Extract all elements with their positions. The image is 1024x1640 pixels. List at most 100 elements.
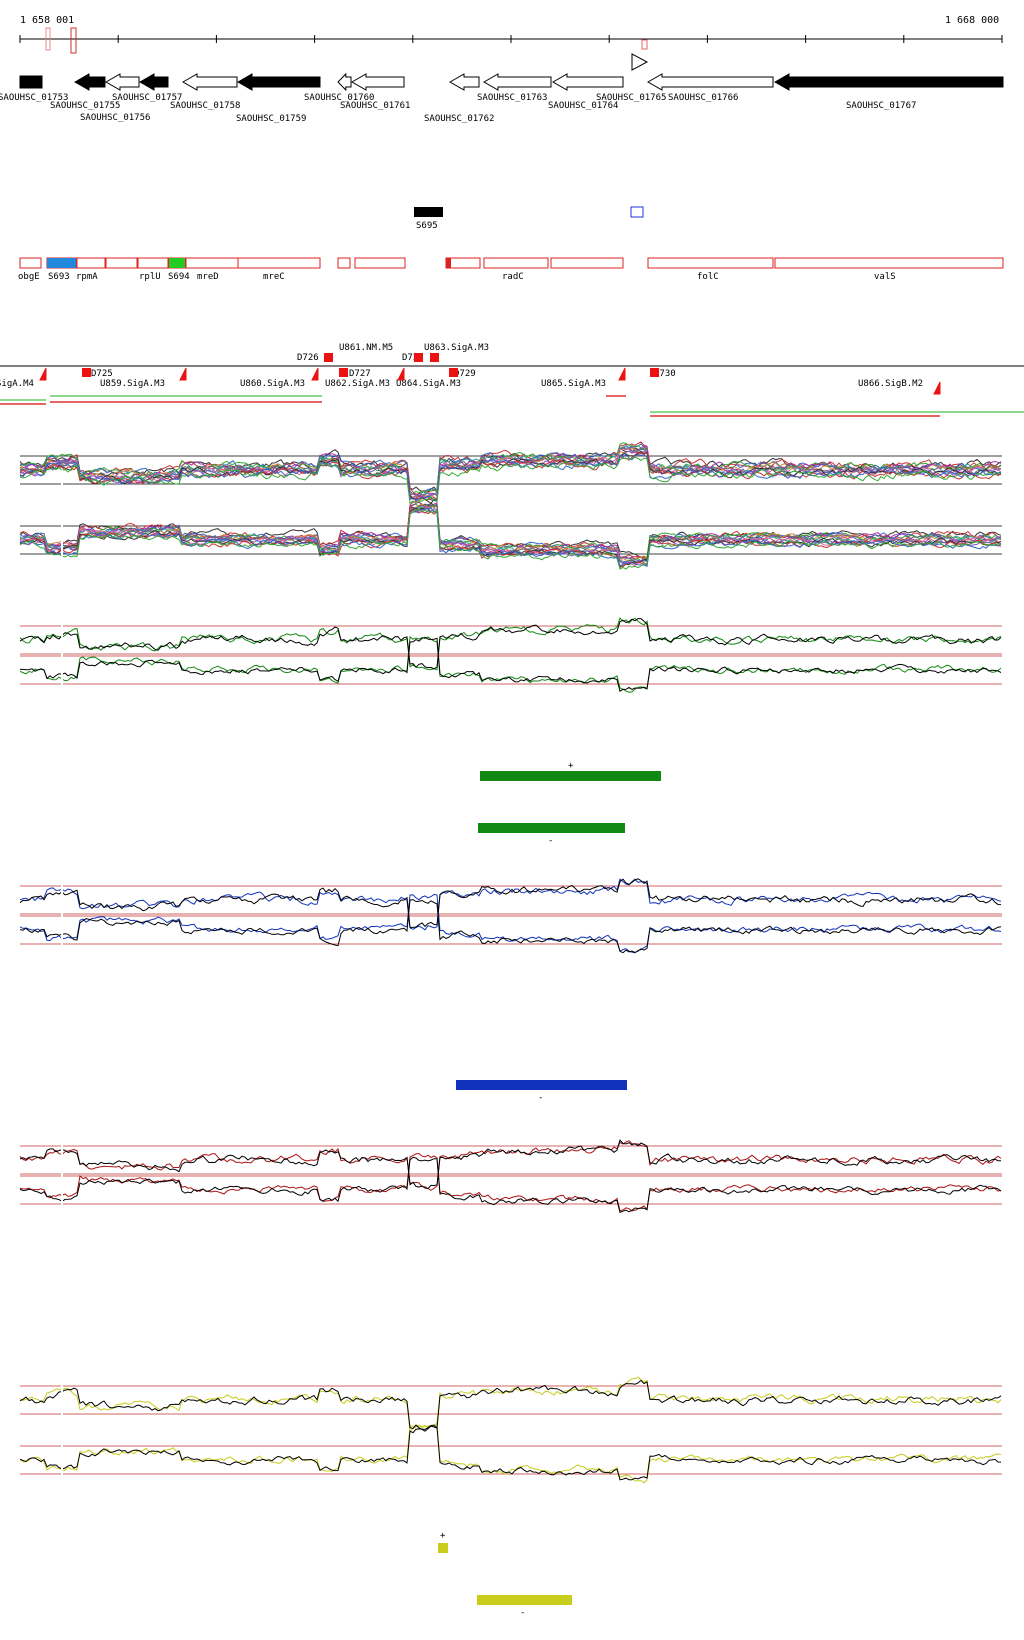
segment-label: U860.SigA.M3 [240,379,305,389]
annotation-box[interactable] [237,257,321,269]
condition-bar[interactable] [456,1080,627,1090]
track-blue-condition [19,878,1002,954]
condition-bar[interactable] [477,1595,572,1605]
segment-flag [179,367,187,381]
gene-label: SAOUHSC_01756 [80,113,150,123]
segment-marker[interactable] [339,368,348,377]
track-yellow-condition [19,1376,1002,1484]
condition-bar[interactable] [480,771,661,781]
segment-label: D725 [91,369,113,379]
gene-saouhsc_01762[interactable]: SAOUHSC_01762 [424,73,494,124]
strand-symbol: - [548,836,553,846]
gene-arrow [773,73,1004,91]
signal-line-minus [19,1423,1002,1484]
annotation-box[interactable] [105,257,138,269]
segment-label: U865.SigA.M3 [541,379,606,389]
gene-saouhsc_01759[interactable]: SAOUHSC_01759 [236,73,321,124]
annotation-label: S694 [168,272,190,282]
annotation-track: obgE S693 rpmA rplU S694 mreD mreC radC folC valS [18,257,1004,282]
s694-box[interactable] [169,258,185,268]
segment-label: U859.SigA.M3 [100,379,165,389]
segment-label: D728 [402,353,424,363]
annotation-box[interactable] [445,257,481,269]
gene-arrow [350,73,405,91]
segment-marker[interactable] [82,368,91,377]
feature-label: S695 [416,221,438,231]
segment-marker[interactable] [324,353,333,362]
annotation-box[interactable] [483,257,549,269]
annotation-label: obgE [18,272,40,282]
gene-label: SAOUHSC_01764 [548,101,618,111]
gene-label: SAOUHSC_01762 [424,114,494,124]
signal-line-minus [20,636,1002,692]
segment-flag [311,367,319,381]
ruler-marker [45,27,51,51]
annotation-label: S693 [48,272,70,282]
gene-saouhsc_01766[interactable]: SAOUHSC_01766 [646,73,774,103]
ruler-start: 1 658 001 [20,15,74,26]
annotation-box[interactable] [647,257,774,269]
segment-marker[interactable] [650,368,659,377]
signal-line-plus [19,449,1002,501]
ruler-marker [70,27,77,54]
signal-line-plus [19,1140,1002,1191]
ruler-marker [641,39,648,50]
signal-line-minus [19,1424,1002,1481]
signal-line-plus [19,618,1002,670]
gene-arrow [104,73,140,91]
signal-line-minus [19,507,1002,567]
gene-label: SAOUHSC_01755 [50,101,120,111]
gene-saouhsc_01757[interactable]: SAOUHSC_01757 [112,73,182,103]
signal-line-plus [19,1139,1001,1190]
annotation-box[interactable] [185,257,239,269]
segment-label: U864.SigA.M3 [396,379,461,389]
segment-label: D727 [349,369,371,379]
segment-marker[interactable] [430,353,439,362]
annotation-box[interactable] [550,257,624,269]
feature-box[interactable] [630,206,644,218]
annotation-box[interactable] [774,257,1004,269]
gene-label: SAOUHSC_01763 [477,93,547,103]
gene-saouhsc_01761[interactable]: SAOUHSC_01761 [340,73,410,111]
segment-marker[interactable] [449,368,458,377]
strand-symbol: + [568,761,574,771]
gene-saouhsc_01764[interactable]: SAOUHSC_01764 [548,73,624,111]
annotation-box[interactable] [19,257,42,269]
condition-bar[interactable] [438,1543,448,1553]
s693-box[interactable] [47,258,76,268]
signal-line-minus [19,893,1002,954]
condition-bar[interactable] [478,823,625,833]
signal-line-plus [19,445,1002,497]
segment-label: U861.NM.M5 [339,343,393,353]
segment-marker[interactable] [414,353,423,362]
annotation-box[interactable] [337,257,351,269]
track-red-condition [19,1139,1002,1214]
segment-label: U862.SigA.M3 [325,379,390,389]
annotation-label: rpmA [76,272,98,282]
annotation-label: folC [697,272,719,282]
gene-arrow [236,73,321,91]
annotation-box[interactable] [137,257,169,269]
annotation-label: mreD [197,272,219,282]
gene-arrow [337,72,352,92]
gene-label: SAOUHSC_01757 [112,93,182,103]
gene-saouhsc_01767[interactable]: SAOUHSC_01767 [773,73,1004,111]
signal-line-minus [19,503,1002,563]
segment-label: D729 [454,369,476,379]
feature-s695[interactable]: S695 [414,207,443,231]
segment-label: SigA.M4 [0,379,34,389]
annotation-box[interactable] [354,257,406,269]
gene-arrow [646,73,774,91]
annotation-box[interactable] [76,257,106,269]
signal-line-plus [19,456,1002,504]
gene-saouhsc_01765[interactable]: SAOUHSC_01765 [596,53,666,103]
gene-arrow [482,73,552,91]
segment-label: D726 [297,353,319,363]
segment-flag [618,367,626,381]
gene-saouhsc_01753[interactable]: SAOUHSC_01753 [0,75,68,103]
gene-label: SAOUHSC_01767 [846,101,916,111]
gene-saouhsc_01763[interactable]: SAOUHSC_01763 [477,73,552,103]
annotation-label: mreC [263,272,285,282]
